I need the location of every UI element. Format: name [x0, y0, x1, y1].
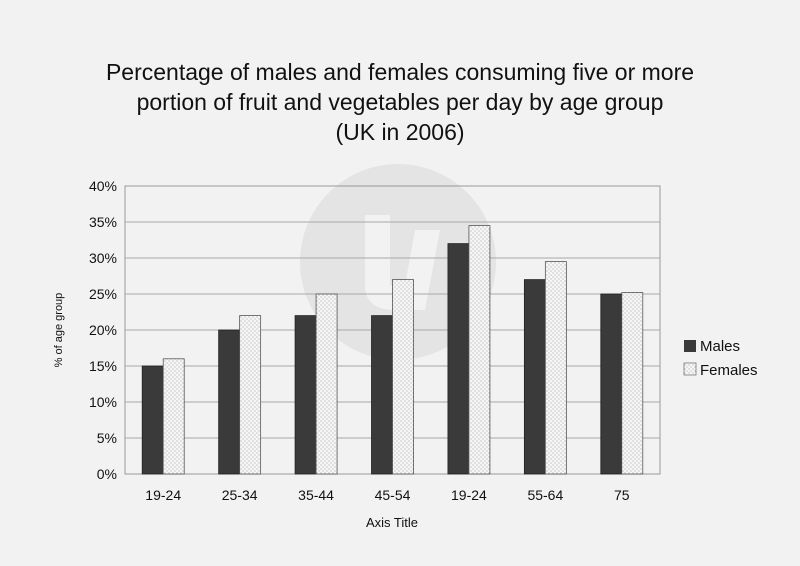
bar-males-3 — [294, 315, 317, 475]
bar-females-6 — [544, 261, 567, 475]
x-tick-label: 19-24 — [145, 487, 181, 503]
bars — [141, 225, 644, 475]
bar-males-2 — [218, 329, 241, 475]
y-tick-label: 25% — [89, 286, 117, 302]
legend-label-females: Females — [700, 362, 758, 379]
bar-males-4 — [371, 315, 393, 475]
y-axis-ticks: 0% 5% 10% 15% 20% 25% 30% 35% 40% — [89, 178, 117, 482]
y-tick-label: 5% — [97, 430, 117, 446]
x-tick-label: 19-24 — [451, 487, 487, 503]
x-tick-label: 35-44 — [298, 487, 334, 503]
x-tick-label: 45-54 — [375, 487, 411, 503]
legend-swatch-females — [683, 362, 697, 376]
x-axis-ticks: 19-24 25-34 35-44 45-54 19-24 55-64 75 — [145, 487, 629, 503]
bar-females-7 — [621, 292, 644, 475]
y-axis-title: % of age group — [53, 293, 65, 368]
bar-females-1 — [162, 358, 185, 475]
x-tick-label: 75 — [614, 487, 630, 503]
chart-title: Percentage of males and females consumin… — [106, 59, 694, 145]
bar-females-3 — [315, 293, 338, 475]
x-axis-title: Axis Title — [366, 515, 418, 530]
bar-males-1 — [141, 365, 164, 475]
bar-females-2 — [239, 315, 262, 475]
y-tick-label: 15% — [89, 358, 117, 374]
watermark-logo-icon — [300, 164, 496, 360]
chart-title-line-2: portion of fruit and vegetables per day … — [137, 89, 664, 115]
y-tick-label: 40% — [89, 178, 117, 194]
bar-males-7 — [600, 293, 623, 475]
y-tick-label: 35% — [89, 214, 117, 230]
legend-label-males: Males — [700, 338, 740, 355]
legend: Males Females — [683, 338, 758, 379]
bar-males-5 — [447, 243, 470, 475]
chart-title-line-1: Percentage of males and females consumin… — [106, 59, 694, 85]
legend-swatch-males — [684, 340, 696, 352]
y-tick-label: 20% — [89, 322, 117, 338]
y-tick-label: 0% — [97, 466, 117, 482]
x-tick-label: 55-64 — [527, 487, 563, 503]
bar-females-4 — [392, 279, 414, 475]
bar-females-5 — [468, 225, 491, 475]
y-tick-label: 30% — [89, 250, 117, 266]
x-tick-label: 25-34 — [222, 487, 258, 503]
bar-males-6 — [523, 279, 546, 475]
y-tick-label: 10% — [89, 394, 117, 410]
chart-title-line-3: (UK in 2006) — [335, 119, 464, 145]
